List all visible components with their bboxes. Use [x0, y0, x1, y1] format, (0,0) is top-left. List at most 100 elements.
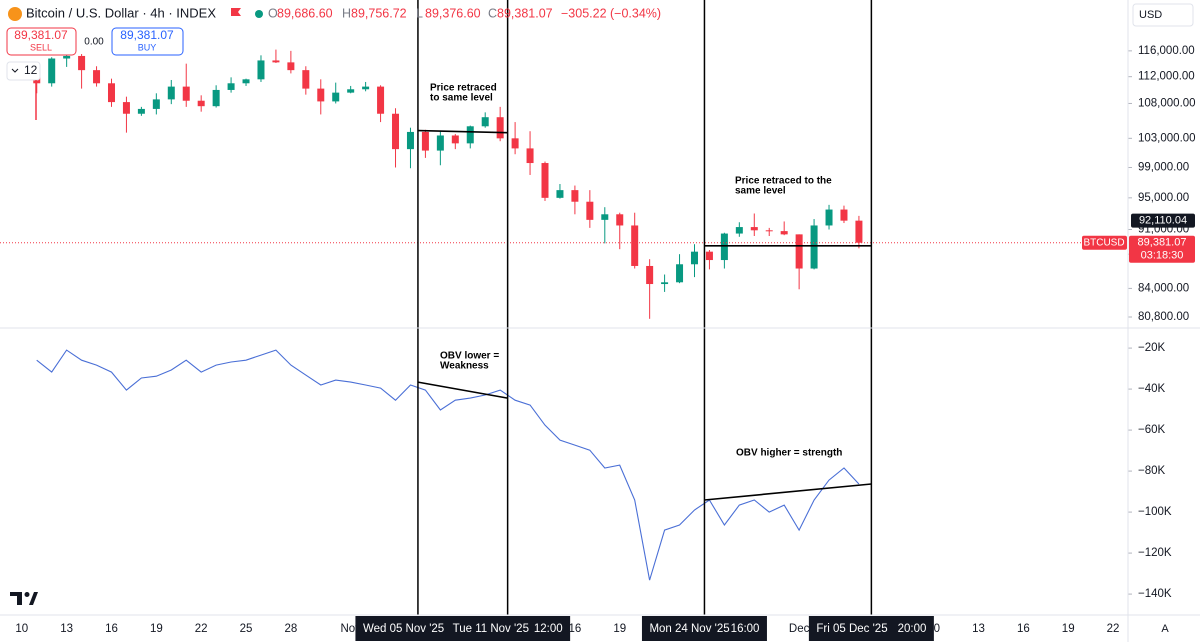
- candle-body: [272, 60, 280, 63]
- ohlc-value: 89,381.07: [497, 6, 553, 20]
- time-label-date: Tue 11 Nov '25: [453, 623, 529, 635]
- candle-body: [377, 86, 385, 114]
- buy-button[interactable]: [111, 27, 184, 56]
- x-tick-label: 10: [15, 623, 28, 635]
- y-tick-label: 116,000.00: [1138, 45, 1195, 57]
- candle-body: [840, 209, 848, 221]
- flag-icon[interactable]: [231, 8, 241, 16]
- annotation: Price retraced to the: [735, 176, 832, 187]
- candle-body: [526, 148, 534, 164]
- candle-body: [451, 135, 459, 144]
- ohlc-key: O: [268, 6, 278, 20]
- y-tick-label: −140K: [1138, 588, 1172, 600]
- sell-price[interactable]: 89,381.07: [14, 28, 68, 42]
- y-tick-label: 108,000.00: [1138, 97, 1196, 109]
- candle-body: [541, 163, 549, 198]
- quantity-chevron[interactable]: [11, 68, 19, 73]
- x-tick-label: 25: [240, 623, 253, 635]
- x-tick-label: 13: [972, 623, 985, 635]
- candle-body: [182, 86, 190, 101]
- trend-line: [417, 381, 508, 399]
- annotation: same level: [735, 186, 786, 197]
- trend-line: [417, 129, 508, 134]
- auto-scale-button[interactable]: A: [1161, 623, 1169, 635]
- candle-body: [227, 83, 235, 90]
- candle-body: [63, 55, 71, 59]
- candle-body: [750, 227, 758, 231]
- candle-body: [48, 58, 56, 84]
- y-tick-label: −80K: [1138, 465, 1166, 477]
- annotation: OBV lower =: [440, 351, 499, 362]
- candle-body: [855, 220, 863, 243]
- candle-body: [735, 227, 743, 234]
- annotation: OBV higher = strength: [736, 448, 842, 459]
- candle-body: [705, 251, 713, 261]
- candle-body: [78, 55, 86, 71]
- currency-select[interactable]: [1132, 3, 1194, 27]
- buy-label[interactable]: BUY: [138, 42, 157, 52]
- candle-body: [586, 201, 594, 220]
- y-tick-label: 103,000.00: [1138, 132, 1196, 144]
- quantity[interactable]: 12: [24, 63, 38, 77]
- sell-label[interactable]: SELL: [30, 42, 52, 52]
- x-tick-label: 19: [150, 623, 163, 635]
- candle-body: [765, 230, 773, 232]
- candle-body: [122, 102, 130, 114]
- time-label-box: [641, 616, 767, 641]
- x-tick-label: 28: [284, 623, 297, 635]
- candle-body: [556, 190, 564, 198]
- x-tick-label: 22: [1107, 623, 1120, 635]
- marked-price-label: 92,110.04: [1139, 214, 1187, 226]
- candle-body: [661, 282, 669, 285]
- symbol-tag-label: BTCUSD: [1083, 237, 1124, 248]
- candle-body: [825, 209, 833, 226]
- time-label-box: [445, 616, 571, 641]
- candle-body: [720, 233, 728, 261]
- time-label-time: 20:00: [898, 623, 927, 635]
- y-tick-label: −20K: [1138, 342, 1166, 354]
- symbol-title: Bitcoin / U.S. Dollar · 4h · INDEX: [26, 5, 216, 20]
- candle-body: [511, 138, 519, 149]
- quantity-box[interactable]: [6, 61, 41, 81]
- candle-body: [93, 70, 101, 84]
- time-label-time: 12:00: [534, 623, 563, 635]
- candle-body: [317, 88, 325, 102]
- candle-body: [107, 83, 115, 103]
- ohlc-value: 89,376.60: [425, 6, 481, 20]
- candle-body: [810, 225, 818, 269]
- currency[interactable]: USD: [1139, 9, 1162, 21]
- candle-body: [212, 89, 220, 107]
- symbol-icon: [8, 7, 22, 21]
- y-tick-label: 112,000.00: [1138, 71, 1195, 83]
- buy-price[interactable]: 89,381.07: [120, 28, 174, 42]
- candle-body: [392, 113, 400, 150]
- candle-body: [137, 108, 145, 114]
- annotation: Price retraced: [430, 83, 497, 94]
- marked-price-box: [1131, 213, 1195, 228]
- candle-body: [302, 70, 310, 89]
- candle-body: [481, 117, 489, 127]
- annotation: Weakness: [440, 361, 489, 372]
- time-label-date: Fri 05 Dec '25: [816, 623, 887, 635]
- candle-body: [362, 86, 370, 90]
- ohlc-key: C: [488, 6, 497, 20]
- y-tick-label: −40K: [1138, 383, 1166, 395]
- last-price-box: [1129, 235, 1195, 263]
- candle-body: [421, 131, 429, 151]
- candle-body: [631, 225, 639, 266]
- candle-body: [616, 214, 624, 226]
- candle-body: [287, 62, 295, 71]
- status-dot: [255, 10, 263, 18]
- candle-body: [601, 214, 609, 220]
- candle-body: [466, 126, 474, 144]
- ohlc-value: 89,686.60: [277, 6, 333, 20]
- y-tick-label: −60K: [1138, 424, 1166, 436]
- candle-body: [780, 231, 788, 235]
- sell-button[interactable]: [6, 27, 77, 56]
- time-label-time: 16:00: [731, 623, 760, 635]
- time-label-box: [808, 616, 934, 641]
- y-tick-label: 95,000.00: [1138, 192, 1189, 204]
- ohlc-key: H: [342, 6, 351, 20]
- candle-body: [406, 131, 414, 150]
